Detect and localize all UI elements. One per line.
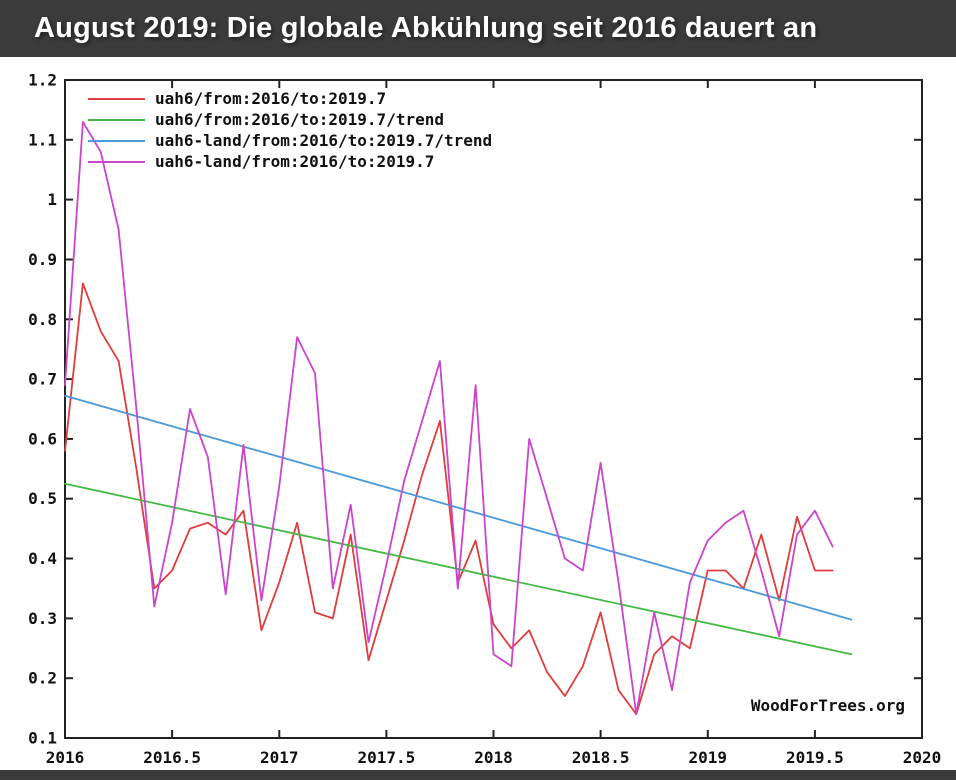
y-axis-label: 0.3 [28,609,57,628]
legend-entry-uah6: uah6/from:2016/to:2019.7 [88,88,492,109]
legend-label: uah6/from:2016/to:2019.7/trend [155,110,444,129]
woodfortrees-watermark: WoodForTrees.org [750,696,905,715]
x-axis-label: 2018 [474,748,513,767]
legend-label: uah6-land/from:2016/to:2019.7 [155,152,435,171]
page-title: August 2019: Die globale Abkühlung seit … [34,12,818,44]
series-uah6_trend-line [64,482,853,656]
y-axis-label: 0.2 [28,669,57,688]
y-axis-label: 1.1 [28,130,57,149]
plot-border [64,79,923,739]
legend-entry-uah6-trend: uah6/from:2016/to:2019.7/trend [88,109,492,130]
x-axis-label: 2016.5 [143,748,201,767]
legend-label: uah6-land/from:2016/to:2019.7/trend [155,131,493,150]
x-axis-label: 2020 [903,748,942,767]
chart-legend: uah6/from:2016/to:2019.7 uah6/from:2016/… [88,88,492,172]
x-axis-label: 2017.5 [358,748,416,767]
y-axis-label: 0.4 [28,549,57,568]
title-bar: August 2019: Die globale Abkühlung seit … [0,0,956,57]
bottom-bar [0,770,956,780]
x-axis-label: 2016 [46,748,85,767]
y-axis-label: 1.2 [28,71,57,90]
legend-entry-uah6-land: uah6-land/from:2016/to:2019.7 [88,151,492,172]
y-axis-label: 0.9 [28,250,57,269]
legend-line-swatch-blue [88,139,145,142]
y-axis-label: 0.8 [28,310,57,329]
y-axis-label: 0.6 [28,429,57,448]
y-axis-label: 1 [47,190,57,209]
y-axis-label: 0.7 [28,370,57,389]
x-axis-label: 2019 [689,748,728,767]
legend-entry-uah6-land-trend: uah6-land/from:2016/to:2019.7/trend [88,130,492,151]
legend-label: uah6/from:2016/to:2019.7 [155,89,387,108]
x-axis-label: 2017 [260,748,299,767]
y-axis-label: 0.1 [28,729,57,748]
legend-line-swatch-green [88,118,145,121]
legend-line-swatch-red [88,97,145,100]
x-axis-label: 2019.5 [786,748,844,767]
series-uah6-line [64,282,834,715]
legend-line-swatch-magenta [88,160,145,163]
x-axis-label: 2018.5 [572,748,630,767]
series-uah6_land-line [64,121,834,715]
y-axis-label: 0.5 [28,489,57,508]
series-uah6_land_trend-line [64,394,853,621]
